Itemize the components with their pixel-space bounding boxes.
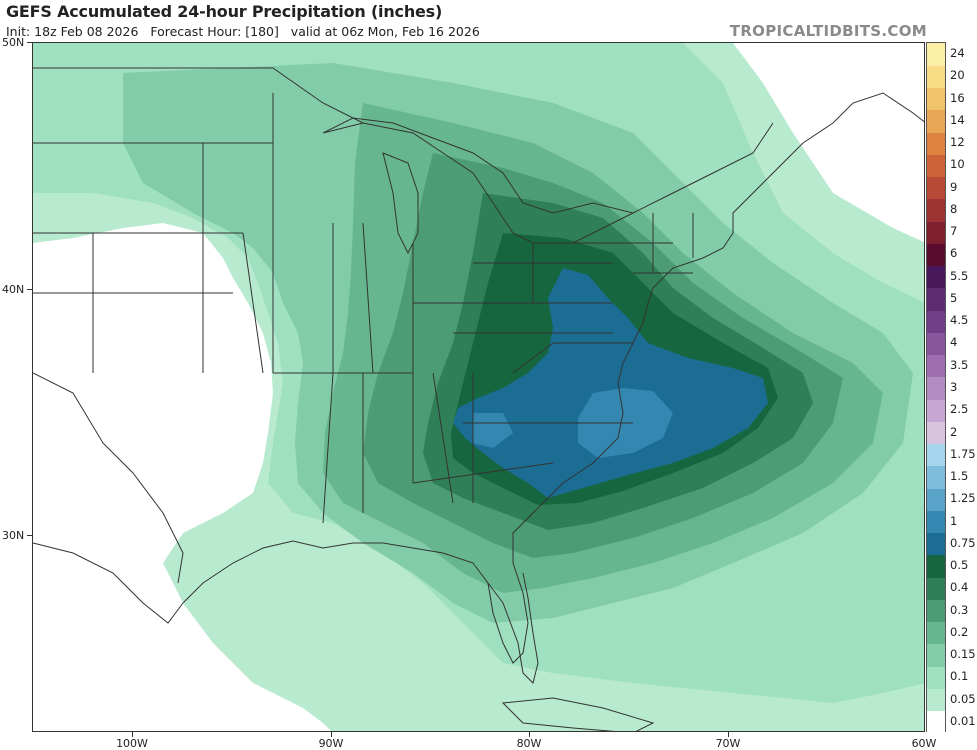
coastline-east [182,92,924,664]
colorbar-swatch [927,221,945,244]
state-line-1 [33,142,413,524]
colorbar-swatch [927,287,945,311]
political-borders [33,67,924,731]
contour-0.75 [453,268,768,498]
great-lakes-outline [322,117,635,244]
lon-label-80w: 80W [516,737,542,750]
colorbar-swatch [927,399,945,422]
colorbar-label: 0.2 [950,624,969,639]
colorbar-label: 20 [950,68,965,83]
colorbar-label: 1 [950,513,958,528]
lon-tick [529,732,530,737]
colorbar-label: 3 [950,380,958,394]
lat-tick [27,289,32,290]
colorbar-label: 0.4 [950,580,969,595]
colorbar-swatch [927,376,945,400]
colorbar-swatch [927,176,945,200]
colorbar-swatch [927,132,945,155]
colorbar-swatch [927,710,945,734]
colorbar-swatch [927,109,945,133]
state-line-2 [272,93,633,513]
colorbar-label: 1.25 [950,491,976,506]
lon-label-60w: 60W [911,737,937,750]
florida-outline [487,572,539,684]
colorbar-swatch [927,554,945,578]
site-watermark: TROPICALTIDBITS.COM [729,22,927,40]
colorbar-label: 1.75 [950,446,976,461]
colorbar-label: 2 [950,424,958,439]
lat-tick [27,535,32,536]
colorbar-swatch [927,666,945,689]
lon-tick [728,732,729,737]
colorbar-swatch [927,443,945,467]
colorbar-swatch [927,599,945,623]
lat-label-30n: 30N [2,529,25,542]
colorbar-swatch [927,154,945,178]
mexico-border [33,372,184,584]
colorbar-swatch [927,265,945,289]
lat-tick [27,42,32,43]
lat-label-40n: 40N [2,283,25,296]
colorbar-swatch [927,332,945,356]
cuba-outline [501,697,655,731]
colorbar-label: 6 [950,246,958,261]
lon-tick [132,732,133,737]
coastline-gulf-texas [33,542,184,624]
colorbar-swatch [927,421,945,445]
colorbar-swatch [927,510,945,534]
colorbar-label: 4 [950,335,958,350]
colorbar-label: 5 [950,290,958,305]
colorbar-label: 8 [950,201,958,216]
colorbar-label: 0.5 [950,558,969,573]
colorbar-label: 0.75 [950,535,976,550]
precipitation-map [32,42,925,732]
colorbar-label: 4.5 [950,313,969,328]
colorbar-label: 0.15 [950,647,976,662]
lon-label-70w: 70W [715,737,741,750]
colorbar-swatch [927,488,945,511]
lon-tick [331,732,332,737]
colorbar-swatch [927,65,945,88]
colorbar-label: 5.5 [950,268,969,283]
colorbar-label: 24 [950,46,965,61]
colorbar-label: 0.3 [950,602,969,617]
colorbar-label: 12 [950,135,965,150]
lon-label-90w: 90W [318,737,344,750]
colorbar-swatch [927,577,945,600]
colorbar-swatch [927,87,945,111]
chart-title: GEFS Accumulated 24-hour Precipitation (… [6,2,443,21]
colorbar-swatch [927,688,945,712]
contour-1b [473,413,513,448]
colorbar-swatch [927,354,945,378]
lat-label-50n: 50N [2,36,25,49]
colorbar-swatch [927,643,945,667]
colorbar-swatch [927,43,945,66]
colorbar-label: 0.05 [950,691,976,706]
colorbar-label: 0.1 [950,669,969,684]
colorbar-label: 1.5 [950,469,969,484]
colorbar-swatch [927,465,945,489]
colorbar-label: 7 [950,224,958,239]
colorbar-label: 16 [950,90,965,105]
colorbar-label: 0.01 [950,713,976,728]
precip-colorbar [926,42,946,734]
colorbar-swatch [927,243,945,267]
colorbar-label: 3.5 [950,357,969,372]
state-line-3 [453,213,694,424]
colorbar-label: 10 [950,157,965,172]
precip-contours [33,43,924,731]
colorbar-swatch [927,198,945,222]
colorbar-swatch [927,310,945,333]
map-svg [33,43,924,731]
colorbar-label: 2.5 [950,402,969,417]
colorbar-label: 14 [950,112,965,127]
us-canada-border [33,67,774,214]
forecast-info: Init: 18z Feb 08 2026 Forecast Hour: [18… [6,24,480,39]
colorbar-swatch [927,532,945,556]
lon-label-100w: 100W [116,737,148,750]
colorbar-label: 9 [950,179,958,194]
colorbar-swatch [927,621,945,645]
